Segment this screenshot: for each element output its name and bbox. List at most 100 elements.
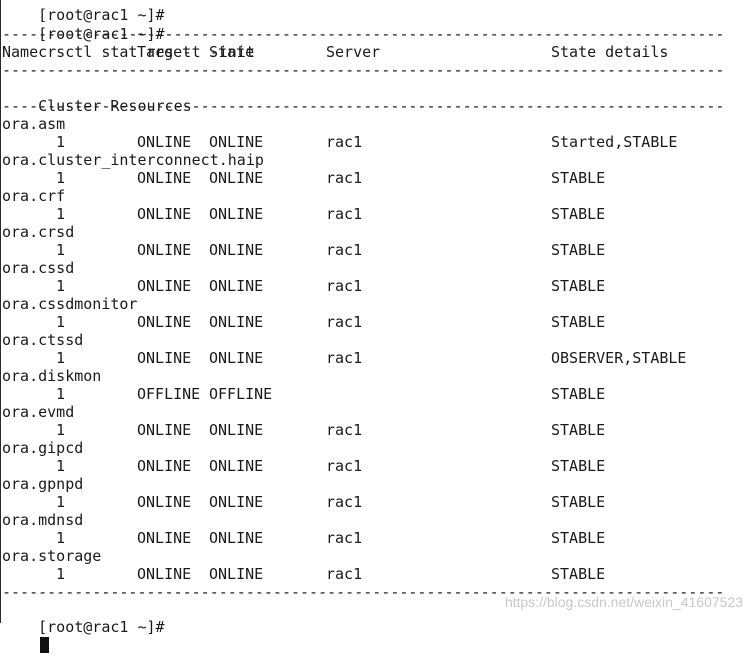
command-prompt: [root@rac1 ~]# bbox=[38, 25, 165, 43]
terminal-window[interactable]: [root@rac1 ~]# [root@rac1 ~]# crsctl sta… bbox=[0, 0, 753, 653]
resource-server: rac1 bbox=[326, 493, 363, 511]
previous-prompt: [root@rac1 ~]# bbox=[38, 6, 165, 24]
resource-instance: 1 bbox=[56, 385, 66, 403]
command-text: crsctl stat res -t -init bbox=[38, 43, 255, 61]
separator-line: ----------------------------------------… bbox=[2, 25, 725, 43]
resource-state-details: STABLE bbox=[551, 385, 606, 403]
resource-state: ONLINE bbox=[209, 529, 264, 547]
resource-state: ONLINE bbox=[209, 421, 264, 439]
resource-instance: 1 bbox=[56, 421, 66, 439]
resource-instance: 1 bbox=[56, 241, 66, 259]
resource-target: ONLINE bbox=[137, 313, 192, 331]
resource-server: rac1 bbox=[326, 241, 363, 259]
resource-state-details: STABLE bbox=[551, 565, 606, 583]
resource-instance: 1 bbox=[56, 457, 66, 475]
resource-state-details: STABLE bbox=[551, 277, 606, 295]
resource-target: ONLINE bbox=[137, 529, 192, 547]
resource-state-details: Started,STABLE bbox=[551, 133, 678, 151]
resource-state: ONLINE bbox=[209, 241, 264, 259]
resource-name: ora.crsd bbox=[2, 223, 75, 241]
resource-state-details: STABLE bbox=[551, 313, 606, 331]
resource-name-row: ora.evmd bbox=[2, 403, 74, 421]
resource-target: ONLINE bbox=[137, 241, 192, 259]
resource-state: OFFLINE bbox=[209, 385, 273, 403]
separator-line: ----------------------------------------… bbox=[2, 61, 725, 79]
resource-name-row: ora.mdnsd bbox=[2, 511, 83, 529]
resource-state-details: OBSERVER,STABLE bbox=[551, 349, 687, 367]
resource-server: rac1 bbox=[326, 205, 363, 223]
resource-name-row: ora.cssd bbox=[2, 259, 74, 277]
watermark: https://blog.csdn.net/weixin_41607523 bbox=[504, 594, 743, 610]
resource-status-row: 1 ONLINE ONLINE rac1 OBSERVER,STABLE bbox=[2, 349, 752, 367]
resource-status-row: 1 ONLINE ONLINE rac1 STABLE bbox=[2, 493, 752, 511]
resource-status-row: 1 ONLINE ONLINE rac1 STABLE bbox=[2, 277, 752, 295]
resource-state: ONLINE bbox=[209, 205, 264, 223]
resource-instance: 1 bbox=[56, 277, 66, 295]
resource-state-details: STABLE bbox=[551, 241, 606, 259]
resource-state-details: STABLE bbox=[551, 205, 606, 223]
resource-state: ONLINE bbox=[209, 565, 264, 583]
resource-target: ONLINE bbox=[137, 133, 192, 151]
resource-name: ora.ctssd bbox=[2, 331, 84, 349]
resource-target: OFFLINE bbox=[137, 385, 201, 403]
resource-target: ONLINE bbox=[137, 205, 192, 223]
resource-name: ora.asm bbox=[2, 115, 66, 133]
resource-state: ONLINE bbox=[209, 493, 264, 511]
resource-status-row: 1 ONLINE ONLINE rac1 STABLE bbox=[2, 457, 752, 475]
resource-instance: 1 bbox=[56, 313, 66, 331]
resource-target: ONLINE bbox=[137, 169, 192, 187]
resource-name: ora.evmd bbox=[2, 403, 75, 421]
resource-state-details: STABLE bbox=[551, 457, 606, 475]
text-cursor bbox=[40, 637, 50, 653]
resource-server: rac1 bbox=[326, 313, 363, 331]
resource-instance: 1 bbox=[56, 493, 66, 511]
resource-instance: 1 bbox=[56, 205, 66, 223]
resource-status-row: 1 ONLINE ONLINE rac1 STABLE bbox=[2, 565, 752, 583]
resource-name-row: ora.storage bbox=[2, 547, 101, 565]
resource-state-details: STABLE bbox=[551, 421, 606, 439]
resource-target: ONLINE bbox=[137, 349, 192, 367]
resource-instance: 1 bbox=[56, 529, 66, 547]
resource-name: ora.crf bbox=[2, 187, 66, 205]
resource-state: ONLINE bbox=[209, 313, 264, 331]
header-server: Server bbox=[326, 43, 381, 61]
resource-name: ora.gipcd bbox=[2, 439, 84, 457]
resource-state: ONLINE bbox=[209, 133, 264, 151]
header-target: Target bbox=[137, 43, 192, 61]
final-prompt: [root@rac1 ~]# bbox=[38, 618, 165, 636]
resource-name-row: ora.diskmon bbox=[2, 367, 101, 385]
resource-state-details: STABLE bbox=[551, 169, 606, 187]
resource-target: ONLINE bbox=[137, 421, 192, 439]
resource-target: ONLINE bbox=[137, 565, 192, 583]
resource-name: ora.diskmon bbox=[2, 367, 102, 385]
section-title: Cluster Resources bbox=[38, 97, 192, 115]
final-prompt-line[interactable]: [root@rac1 ~]# bbox=[2, 600, 165, 653]
header-state: State bbox=[209, 43, 255, 61]
resource-name-row: ora.crsd bbox=[2, 223, 74, 241]
resource-status-row: 1 ONLINE ONLINE rac1 STABLE bbox=[2, 169, 752, 187]
resource-name-row: ora.ctssd bbox=[2, 331, 83, 349]
separator-line: ----------------------------------------… bbox=[2, 97, 725, 115]
resource-state: ONLINE bbox=[209, 169, 264, 187]
resource-status-row: 1 ONLINE ONLINE rac1 STABLE bbox=[2, 421, 752, 439]
resource-state: ONLINE bbox=[209, 457, 264, 475]
header-state-details: State details bbox=[551, 43, 669, 61]
resource-instance: 1 bbox=[56, 565, 66, 583]
resource-state-details: STABLE bbox=[551, 493, 606, 511]
resource-instance: 1 bbox=[56, 169, 66, 187]
resource-state: ONLINE bbox=[209, 277, 264, 295]
resource-status-row: 1 OFFLINE OFFLINE STABLE bbox=[2, 385, 752, 403]
resource-server: rac1 bbox=[326, 565, 363, 583]
resource-name: ora.storage bbox=[2, 547, 102, 565]
resource-name-row: ora.crf bbox=[2, 187, 65, 205]
resource-instance: 1 bbox=[56, 349, 66, 367]
resource-server: rac1 bbox=[326, 421, 363, 439]
command-line: [root@rac1 ~]# crsctl stat res -t -init bbox=[2, 7, 255, 61]
resource-status-row: 1 ONLINE ONLINE rac1 STABLE bbox=[2, 241, 752, 259]
resource-name-row: ora.cluster_interconnect.haip bbox=[2, 151, 264, 169]
resource-status-row: 1 ONLINE ONLINE rac1 STABLE bbox=[2, 529, 752, 547]
resource-name: ora.gpnpd bbox=[2, 475, 84, 493]
resource-name: ora.cluster_interconnect.haip bbox=[2, 151, 264, 169]
resource-server: rac1 bbox=[326, 169, 363, 187]
resource-server: rac1 bbox=[326, 529, 363, 547]
